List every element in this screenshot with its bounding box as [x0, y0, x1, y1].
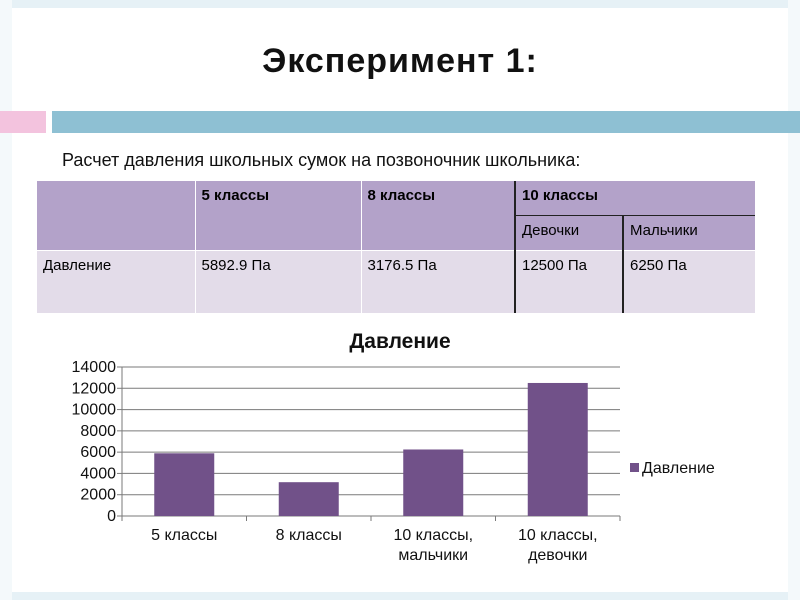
- table-corner-cell: [37, 181, 195, 251]
- table-row-label: Давление: [37, 250, 195, 313]
- x-tick-label: 8 классы: [276, 527, 342, 544]
- title-band: [52, 111, 800, 133]
- y-tick-label: 8000: [80, 423, 116, 440]
- y-tick-label: 2000: [80, 487, 116, 504]
- bar: [154, 453, 215, 516]
- x-tick-label: 5 классы: [151, 527, 217, 544]
- table-header-10: 10 классы: [513, 181, 756, 216]
- table-header-8: 8 классы: [360, 181, 515, 251]
- chart-title: Давление: [349, 330, 451, 353]
- legend-label: Давление: [642, 460, 715, 477]
- y-tick-label: 10000: [72, 402, 117, 419]
- table-header-boys: Мальчики: [621, 215, 756, 251]
- table-cell-5: 5892.9 Па: [194, 250, 361, 313]
- bar: [527, 382, 588, 516]
- legend-swatch: [630, 463, 639, 472]
- y-tick-label: 0: [107, 508, 116, 525]
- table-subheader-row: Девочки Мальчики: [37, 215, 756, 251]
- table-cell-10-girls: 12500 Па: [514, 250, 623, 313]
- table-header-row: 5 классы 8 классы 10 классы: [37, 181, 756, 251]
- slide-title: Эксперимент 1:: [262, 42, 538, 80]
- x-tick-label: 10 классы,: [393, 527, 473, 544]
- y-tick-label: 14000: [72, 359, 117, 376]
- title-band-accent: [0, 111, 46, 133]
- frame-left-edge: [0, 0, 12, 600]
- y-tick-label: 4000: [80, 465, 116, 482]
- table-row: Давление 5892.9 Па 3176.5 Па 12500 Па 62…: [37, 250, 756, 313]
- bar: [278, 482, 339, 516]
- table-header-girls: Девочки: [514, 215, 623, 251]
- table-header-5: 5 классы: [194, 181, 361, 251]
- table-cell-10-boys: 6250 Па: [621, 250, 756, 313]
- bar: [403, 449, 464, 516]
- slide-subtitle: Расчет давления школьных сумок на позвон…: [62, 150, 581, 170]
- frame-right-edge: [788, 0, 800, 600]
- y-tick-label: 12000: [72, 380, 117, 397]
- x-tick-label: мальчики: [398, 547, 468, 564]
- x-tick-label: 10 классы,: [518, 527, 598, 544]
- table-cell-8: 3176.5 Па: [360, 250, 515, 313]
- x-tick-label: девочки: [528, 547, 587, 564]
- pressure-table: 5 классы 8 классы 10 классы Девочки Маль…: [37, 181, 756, 313]
- y-tick-label: 6000: [80, 444, 116, 461]
